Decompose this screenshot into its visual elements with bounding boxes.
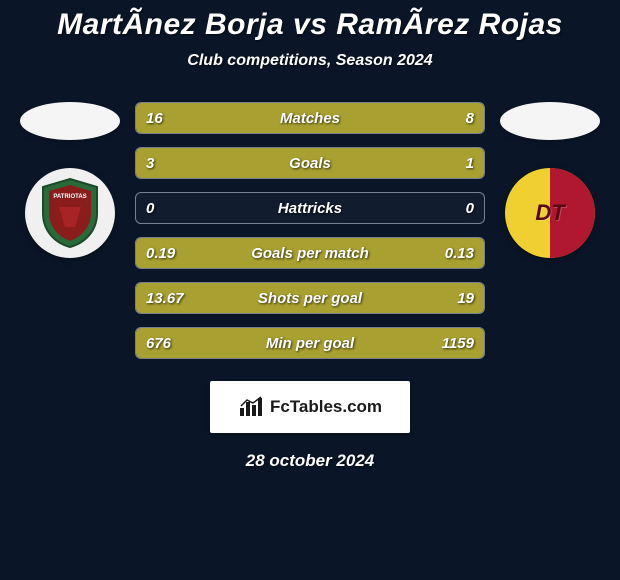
stat-bars: 16 Matches 8 3 Goals 1 0 Hattricks 0 0.19 Goals pe… bbox=[135, 102, 485, 359]
bar-text-row: 0 Hattricks 0 bbox=[136, 193, 484, 223]
stat-label: Goals bbox=[289, 155, 331, 172]
stat-label: Hattricks bbox=[278, 200, 342, 217]
stat-right-value: 0.13 bbox=[445, 245, 474, 262]
stat-bar: 13.67 Shots per goal 19 bbox=[135, 282, 485, 314]
stat-left-value: 0 bbox=[146, 200, 154, 217]
left-flag-icon bbox=[20, 102, 120, 140]
right-club-crest: DT bbox=[505, 168, 595, 258]
page-title: MartÃ­nez Borja vs RamÃ­rez Rojas bbox=[0, 8, 620, 42]
stat-left-value: 3 bbox=[146, 155, 154, 172]
shield-icon: PATRIOTAS bbox=[39, 177, 101, 249]
stat-bar: 3 Goals 1 bbox=[135, 147, 485, 179]
page-subtitle: Club competitions, Season 2024 bbox=[0, 52, 620, 70]
crest-right-label: DT bbox=[535, 200, 564, 226]
right-player-col: DT bbox=[495, 102, 605, 258]
bar-text-row: 676 Min per goal 1159 bbox=[136, 328, 484, 358]
bar-text-row: 0.19 Goals per match 0.13 bbox=[136, 238, 484, 268]
bar-chart-icon bbox=[238, 396, 264, 418]
stat-right-value: 19 bbox=[457, 290, 474, 307]
stat-bar: 0 Hattricks 0 bbox=[135, 192, 485, 224]
stat-label: Shots per goal bbox=[258, 290, 362, 307]
bar-text-row: 13.67 Shots per goal 19 bbox=[136, 283, 484, 313]
stat-label: Matches bbox=[280, 110, 340, 127]
left-player-col: PATRIOTAS bbox=[15, 102, 125, 258]
date-text: 28 october 2024 bbox=[0, 451, 620, 471]
stat-left-value: 676 bbox=[146, 335, 171, 352]
main-row: PATRIOTAS 16 Matches 8 3 Goals 1 0 Hattricks 0 0.… bbox=[0, 102, 620, 359]
bar-text-row: 16 Matches 8 bbox=[136, 103, 484, 133]
brand-box[interactable]: FcTables.com bbox=[210, 381, 410, 433]
comparison-card: MartÃ­nez Borja vs RamÃ­rez Rojas Club c… bbox=[0, 0, 620, 471]
brand-text: FcTables.com bbox=[270, 397, 382, 417]
stat-bar: 676 Min per goal 1159 bbox=[135, 327, 485, 359]
stat-right-value: 8 bbox=[466, 110, 474, 127]
stat-right-value: 1159 bbox=[442, 335, 474, 352]
stat-right-value: 1 bbox=[466, 155, 474, 172]
left-club-crest: PATRIOTAS bbox=[25, 168, 115, 258]
stat-right-value: 0 bbox=[466, 200, 474, 217]
stat-label: Goals per match bbox=[251, 245, 369, 262]
stat-bar: 16 Matches 8 bbox=[135, 102, 485, 134]
stat-left-value: 0.19 bbox=[146, 245, 175, 262]
stat-left-value: 16 bbox=[146, 110, 163, 127]
bar-text-row: 3 Goals 1 bbox=[136, 148, 484, 178]
stat-bar: 0.19 Goals per match 0.13 bbox=[135, 237, 485, 269]
stat-left-value: 13.67 bbox=[146, 290, 184, 307]
stat-label: Min per goal bbox=[266, 335, 354, 352]
crest-left-label: PATRIOTAS bbox=[53, 194, 86, 200]
right-flag-icon bbox=[500, 102, 600, 140]
